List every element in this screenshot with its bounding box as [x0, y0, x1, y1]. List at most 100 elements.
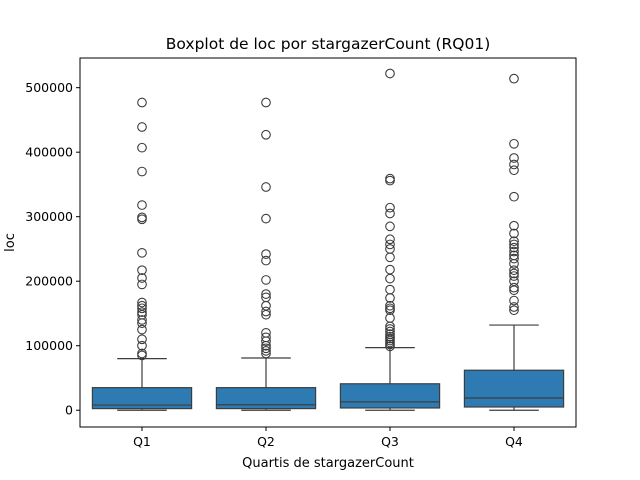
- outlier-point: [385, 68, 395, 79]
- y-tick-label: 0: [65, 403, 73, 418]
- outlier-point: [137, 200, 147, 210]
- y-tick-label: 400000: [25, 145, 73, 160]
- outlier-point: [509, 268, 519, 279]
- outlier-point: [509, 236, 519, 247]
- y-tick-label: 500000: [25, 80, 73, 95]
- outlier-point: [385, 264, 395, 275]
- outlier-point: [261, 346, 271, 356]
- y-axis-label: loc: [3, 233, 18, 252]
- outlier-point: [137, 300, 147, 311]
- outlier-point: [137, 279, 147, 290]
- x-tick-label: Q4: [505, 434, 523, 449]
- outlier-point: [261, 249, 271, 259]
- outlier-point: [137, 324, 147, 335]
- outlier-point: [509, 138, 519, 149]
- outlier-point: [509, 276, 519, 287]
- outlier-point: [261, 292, 271, 303]
- outlier-point: [509, 159, 519, 170]
- outlier-point: [261, 332, 271, 343]
- outlier-point: [261, 255, 271, 266]
- x-tick-label: Q2: [257, 434, 275, 449]
- outlier-point: [385, 300, 395, 311]
- outlier-point: [137, 334, 147, 345]
- outlier-point: [509, 250, 519, 261]
- outlier-point: [509, 191, 519, 202]
- box-iqr: [215, 387, 317, 410]
- outlier-point: [137, 122, 147, 132]
- outlier-point: [137, 247, 147, 258]
- box-group-q2: [215, 97, 317, 411]
- outlier-point: [261, 348, 271, 359]
- y-axis: 0 100000 200000 300000 400000 500000: [25, 80, 80, 418]
- plot-area: [91, 68, 565, 411]
- outlier-point: [137, 340, 147, 351]
- outlier-point: [509, 295, 519, 306]
- outlier-point: [137, 214, 147, 225]
- outlier-point: [137, 297, 147, 308]
- outlier-point: [509, 265, 519, 276]
- outlier-point: [261, 300, 271, 311]
- outlier-point: [385, 252, 395, 263]
- outlier-point: [385, 208, 395, 219]
- box-group-q3: [339, 68, 441, 411]
- outlier-point: [137, 273, 147, 283]
- outlier-point: [509, 282, 519, 293]
- box-group-q4: [463, 73, 565, 411]
- outlier-point: [385, 221, 395, 232]
- outlier-point: [509, 271, 519, 281]
- y-tick-label: 200000: [25, 274, 73, 289]
- outlier-point: [137, 303, 147, 314]
- outlier-point: [385, 326, 395, 337]
- outlier-point: [137, 166, 147, 177]
- box-iqr: [91, 387, 193, 410]
- outlier-point: [261, 213, 271, 224]
- outlier-point: [385, 284, 395, 295]
- x-axis: Q1 Q2 Q3 Q4: [133, 427, 523, 449]
- outlier-point: [261, 289, 271, 299]
- outlier-point: [261, 327, 271, 338]
- outlier-point: [261, 182, 271, 192]
- box-iqr: [463, 369, 565, 408]
- outlier-point: [385, 234, 395, 245]
- outlier-point: [509, 228, 519, 239]
- outlier-point: [137, 307, 147, 318]
- outlier-point: [385, 313, 395, 323]
- x-axis-label: Quartis de stargazerCount: [242, 456, 414, 471]
- outlier-point: [509, 220, 519, 231]
- y-tick-label: 100000: [25, 338, 73, 353]
- outlier-point: [509, 153, 519, 163]
- outlier-point: [385, 175, 395, 186]
- outlier-point: [509, 165, 519, 176]
- outlier-point: [509, 73, 519, 84]
- outlier-point: [385, 173, 395, 184]
- box-group-q1: [91, 97, 193, 411]
- outlier-point: [509, 302, 519, 312]
- outlier-point: [385, 303, 395, 314]
- outlier-point: [137, 265, 147, 276]
- outlier-point: [385, 202, 395, 213]
- outlier-point: [385, 331, 395, 342]
- outlier-point: [137, 97, 147, 108]
- outlier-point: [261, 97, 271, 108]
- outlier-point: [261, 343, 271, 354]
- outlier-point: [509, 258, 519, 269]
- outlier-point: [137, 212, 147, 223]
- outlier-point: [509, 239, 519, 250]
- outlier-point: [385, 324, 395, 334]
- outlier-point: [509, 253, 519, 264]
- outlier-point: [137, 315, 147, 325]
- x-tick-label: Q1: [133, 434, 151, 449]
- outlier-point: [385, 329, 395, 339]
- outlier-point: [261, 306, 271, 317]
- chart-title: Boxplot de loc por stargazerCount (RQ01): [166, 35, 491, 53]
- y-tick-label: 300000: [25, 209, 73, 224]
- outlier-point: [137, 142, 147, 153]
- outlier-point: [385, 244, 395, 254]
- outlier-point: [261, 275, 271, 285]
- outlier-point: [261, 129, 271, 140]
- outlier-point: [509, 246, 519, 257]
- outlier-point: [385, 239, 395, 250]
- box-iqr: [339, 383, 441, 409]
- outlier-point: [385, 273, 395, 284]
